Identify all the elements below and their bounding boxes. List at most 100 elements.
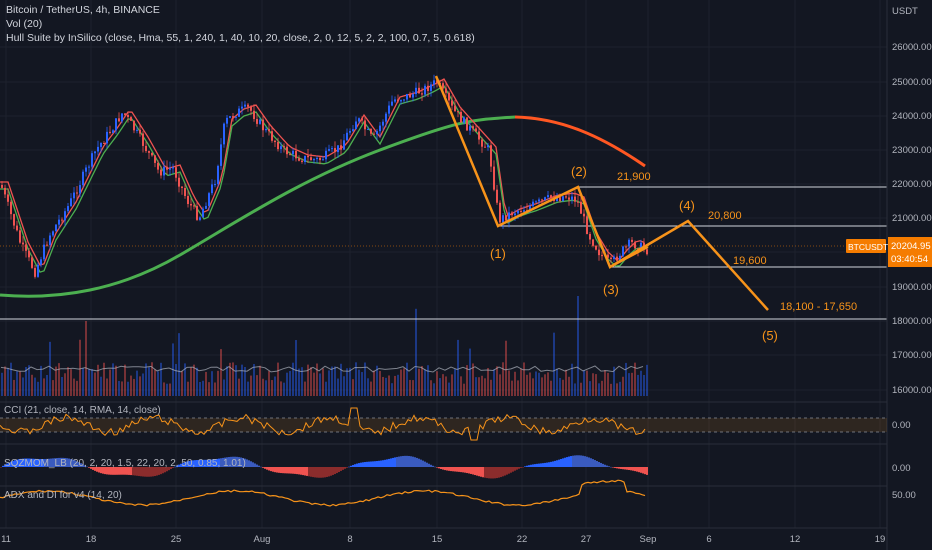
sqz-bar xyxy=(154,467,156,477)
volume-bar xyxy=(19,371,21,396)
candle-body xyxy=(268,129,270,132)
volume-bar xyxy=(634,362,636,396)
sqz-bar xyxy=(240,457,242,467)
volume-bar xyxy=(640,370,642,396)
candle-body xyxy=(94,151,96,154)
sqz-bar xyxy=(202,459,204,467)
candle-body xyxy=(91,153,93,167)
candle-body xyxy=(382,121,384,126)
sqz-bar xyxy=(190,460,192,467)
sqz-bar xyxy=(504,467,506,476)
candle-body xyxy=(235,116,237,118)
sqz-bar xyxy=(368,461,370,467)
price-tag-ticker: BTCUSDT xyxy=(848,242,888,252)
volume-bar xyxy=(166,383,168,396)
sqz-bar xyxy=(562,458,564,467)
volume-bar xyxy=(511,380,513,396)
candle-body xyxy=(265,129,267,131)
sqz-bar xyxy=(28,458,30,467)
candle-body xyxy=(376,131,378,135)
candle-body xyxy=(571,196,573,200)
volume-bar xyxy=(598,383,600,396)
volume-bar xyxy=(118,380,120,396)
price-axis-label: 18000.00 xyxy=(892,316,932,327)
volume-bar xyxy=(208,382,210,396)
time-axis-label: 15 xyxy=(432,534,443,545)
sqz-bar xyxy=(246,459,248,467)
sqz-bar xyxy=(434,466,436,468)
sqz-bar xyxy=(394,457,396,467)
candle-body xyxy=(619,255,621,261)
candle-body xyxy=(301,160,303,162)
sqz-bar xyxy=(8,462,10,467)
volume-bar xyxy=(499,374,501,396)
sqz-bar xyxy=(86,466,88,468)
candle-body xyxy=(583,213,585,217)
sqz-bar xyxy=(216,458,218,467)
volume-bar xyxy=(421,366,423,396)
candle-body xyxy=(412,94,414,98)
legend-hull[interactable]: Hull Suite by InSilico (close, Hma, 55, … xyxy=(6,32,475,44)
long-ma-green-curve xyxy=(0,115,516,298)
hull-band-red xyxy=(0,78,645,266)
sqz-bar xyxy=(500,467,502,478)
candle-body xyxy=(274,140,276,143)
volume-bar xyxy=(61,377,63,396)
volume-bar xyxy=(247,381,249,396)
sqz-bar xyxy=(334,467,336,475)
sqz-bar xyxy=(256,464,258,467)
candle-body xyxy=(7,194,9,202)
candle-body xyxy=(100,143,102,147)
sqz-bar xyxy=(358,463,360,467)
candle-body xyxy=(13,214,15,226)
candle-body xyxy=(544,197,546,200)
sqz-bar xyxy=(568,456,570,467)
legend-volume[interactable]: Vol (20) xyxy=(6,18,43,30)
volume-bar xyxy=(316,363,318,396)
candle-body xyxy=(292,150,294,155)
sqz-bar xyxy=(490,467,492,479)
legend-symbol[interactable]: Bitcoin / TetherUS, 4h, BINANCE xyxy=(6,4,160,16)
volume-bar xyxy=(358,369,360,396)
candle-body xyxy=(160,169,162,176)
cci-pane-label[interactable]: CCI (21, close, 14, RMA, 14, close) xyxy=(4,405,161,416)
sqz-bar xyxy=(100,467,102,474)
sqz-bar xyxy=(516,467,518,470)
candle-body xyxy=(562,196,564,201)
sqz-bar xyxy=(344,467,346,469)
candle-body xyxy=(247,104,249,107)
sqz-bar xyxy=(484,467,486,478)
candle-body xyxy=(577,201,579,203)
volume-bar xyxy=(157,371,159,396)
sqz-bar xyxy=(224,457,226,467)
adx-pane-label[interactable]: ADX and DI for v4 (14, 20) xyxy=(4,490,122,501)
candle-body xyxy=(196,206,198,220)
time-axis[interactable]: 11 18 25 Aug 8 15 22 27 Sep 6 12 19 xyxy=(1,534,885,545)
sqz-pane-label[interactable]: SQZMOM_LB (20, 2, 20, 1.5, 22, 20, 2, 50… xyxy=(4,458,246,469)
candle-body xyxy=(319,157,321,161)
sqz-bar xyxy=(340,467,342,471)
sqz-bar xyxy=(606,465,608,467)
volume-bar xyxy=(112,363,114,396)
candle-body xyxy=(40,259,42,265)
volume-bar xyxy=(604,370,606,396)
candle-body xyxy=(334,148,336,153)
candle-body xyxy=(481,139,483,147)
sqz-bar xyxy=(554,460,556,467)
volume-bar xyxy=(331,366,333,396)
candle-body xyxy=(415,87,417,95)
candle-body xyxy=(640,242,642,251)
price-axis[interactable]: 26000.00 25000.00 24000.00 23000.00 22000.00… xyxy=(892,42,932,396)
sqz-bar xyxy=(472,467,474,475)
candle-body xyxy=(85,167,87,172)
candle-body xyxy=(391,101,393,106)
volume-bar xyxy=(100,376,102,396)
volume-bar xyxy=(127,381,129,396)
sqz-bar xyxy=(204,459,206,467)
volume-bar xyxy=(595,374,597,396)
volume-bar xyxy=(10,362,12,396)
volume-bar xyxy=(544,374,546,396)
sqz-bar xyxy=(352,464,354,467)
adx-line xyxy=(0,479,646,507)
